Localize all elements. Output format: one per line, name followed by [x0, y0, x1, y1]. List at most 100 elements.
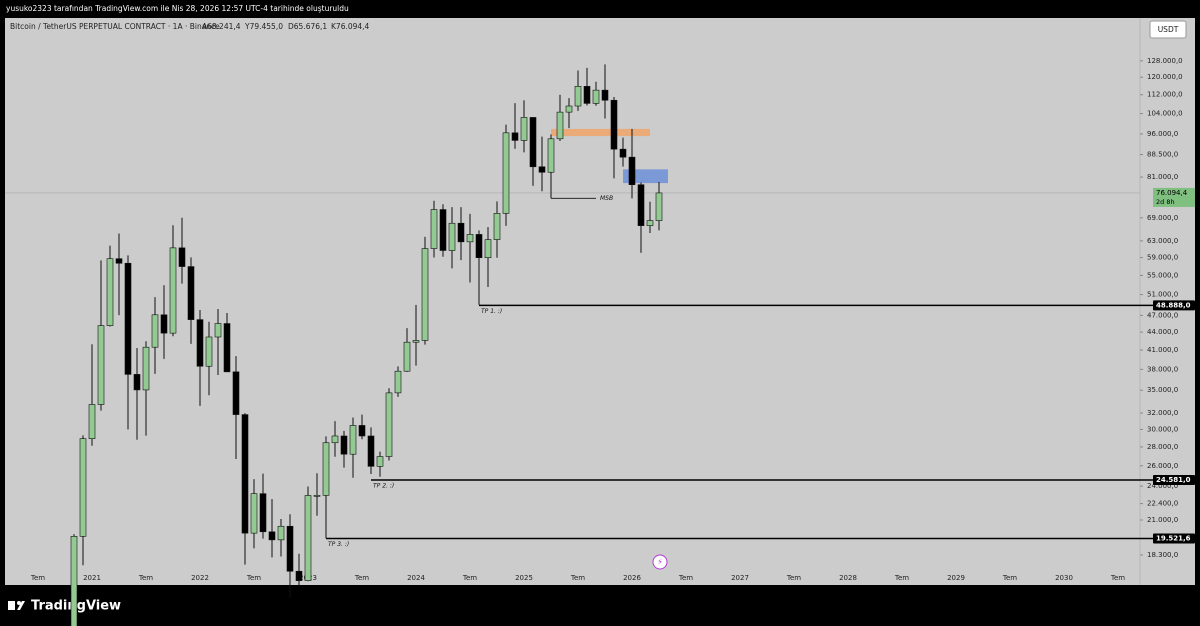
candle-body [448, 222, 456, 251]
candle-body [169, 247, 177, 334]
x-tick-label: Tem [894, 574, 909, 582]
level-label-bg [1153, 475, 1195, 486]
plot: MSB [5, 64, 1140, 626]
candle-body [133, 374, 141, 391]
x-tick-label: 2024 [407, 574, 425, 582]
y-tick-label: 59.000,0 [1147, 254, 1178, 262]
ohlc-value: Y79.455,0 [244, 22, 283, 31]
event-icon-glyph: ⚡ [657, 558, 663, 567]
level-label-bg [1153, 300, 1195, 311]
x-tick-label: Tem [786, 574, 801, 582]
x-tick-label: Tem [678, 574, 693, 582]
y-tick-label: 63.000,0 [1147, 237, 1178, 245]
candle-body [493, 213, 501, 240]
candle-body [214, 323, 222, 338]
candle-body [601, 89, 609, 101]
candle-body [70, 536, 78, 626]
x-tick-label: 2028 [839, 574, 857, 582]
y-tick-label: 112.000,0 [1147, 91, 1183, 99]
candle-body [340, 435, 348, 455]
last-price-bg [1153, 187, 1195, 207]
y-tick-label: 26.000,0 [1147, 462, 1178, 470]
candle-body [124, 262, 132, 375]
x-tick-label: Tem [354, 574, 369, 582]
y-tick-label: 22.400,0 [1147, 500, 1178, 508]
candle-body [412, 340, 420, 343]
y-tick-label: 24.000,0 [1147, 482, 1178, 490]
y-tick-label: 81.000,0 [1147, 173, 1178, 181]
x-tick-label: Tem [1110, 574, 1125, 582]
x-tick-label: 2027 [731, 574, 749, 582]
x-tick-label: Tem [246, 574, 261, 582]
candle-body [322, 442, 330, 496]
currency-button[interactable] [1149, 20, 1187, 39]
level-text: TP 2. :) [373, 483, 394, 490]
y-tick-label: 120.000,0 [1147, 73, 1183, 81]
candle-body [187, 266, 195, 320]
msb-label: MSB [600, 195, 613, 202]
ohlc-value: A68.241,4 [202, 22, 241, 31]
candle-body [394, 370, 402, 394]
candle-body [88, 404, 96, 439]
candle-body [421, 248, 429, 341]
level-label: 24.581,0 [1156, 476, 1191, 484]
candle-body [97, 325, 105, 405]
x-tick-label: Tem [30, 574, 45, 582]
candle-body [160, 314, 168, 334]
y-tick-label: 38.000,0 [1147, 365, 1178, 373]
x-tick-label: Tem [570, 574, 585, 582]
event-icon[interactable] [652, 554, 668, 570]
y-tick-label: 35.000,0 [1147, 386, 1178, 394]
candle-body [583, 86, 591, 104]
candle-body [79, 438, 87, 537]
candle-body [241, 414, 249, 534]
candle-body [277, 525, 285, 541]
candle-body [637, 184, 645, 226]
candle-body [259, 493, 267, 533]
x-tick-label: 2026 [623, 574, 641, 582]
y-tick-label: 69.000,0 [1147, 214, 1178, 222]
currency[interactable]: USDT [1158, 25, 1179, 34]
level-label: 48.888,0 [1156, 301, 1191, 309]
candle-body [538, 166, 546, 173]
y-tick-label: 96.000,0 [1147, 130, 1178, 138]
candle-body [457, 222, 465, 243]
last-price-label: 76.094,4 [1156, 189, 1188, 197]
candle-body [358, 425, 366, 437]
candle-body [502, 132, 510, 214]
x-tick-label: Tem [138, 574, 153, 582]
y-tick-label: 128.000,0 [1147, 57, 1183, 65]
candle-body [565, 105, 573, 113]
y-tick-label: 47.000,0 [1147, 311, 1178, 319]
ohlc-value: K76.094,4 [331, 22, 370, 31]
y-tick-label: 51.000,0 [1147, 291, 1178, 299]
candle-body [115, 258, 123, 264]
candle-body [520, 117, 528, 141]
candle-body [619, 148, 627, 158]
x-tick-label: 2021 [83, 574, 101, 582]
y-tick-label: 104.000,0 [1147, 110, 1183, 118]
candle-body [286, 525, 294, 572]
candle-body [295, 570, 303, 581]
level-label-bg [1153, 533, 1195, 544]
level-text: TP 1. :) [481, 308, 502, 315]
candle-body [430, 209, 438, 249]
candle-body [205, 336, 213, 367]
candle-body [196, 319, 204, 367]
chart-area [5, 18, 1195, 585]
y-tick-label: 32.000,0 [1147, 409, 1178, 417]
candle-body [232, 371, 240, 415]
last-price-countdown: 2d 8h [1156, 198, 1175, 206]
zone [551, 128, 650, 137]
y-tick-label: 55.000,0 [1147, 271, 1178, 279]
candle-body [304, 495, 312, 581]
y-tick-label: 18.300,0 [1147, 551, 1178, 559]
brand-logo [8, 601, 25, 610]
ohlc-value: D65.676,1 [288, 22, 327, 31]
candle-body [592, 89, 600, 104]
candle-body [574, 86, 582, 107]
candle-body [313, 495, 321, 497]
candle-body [178, 247, 186, 267]
